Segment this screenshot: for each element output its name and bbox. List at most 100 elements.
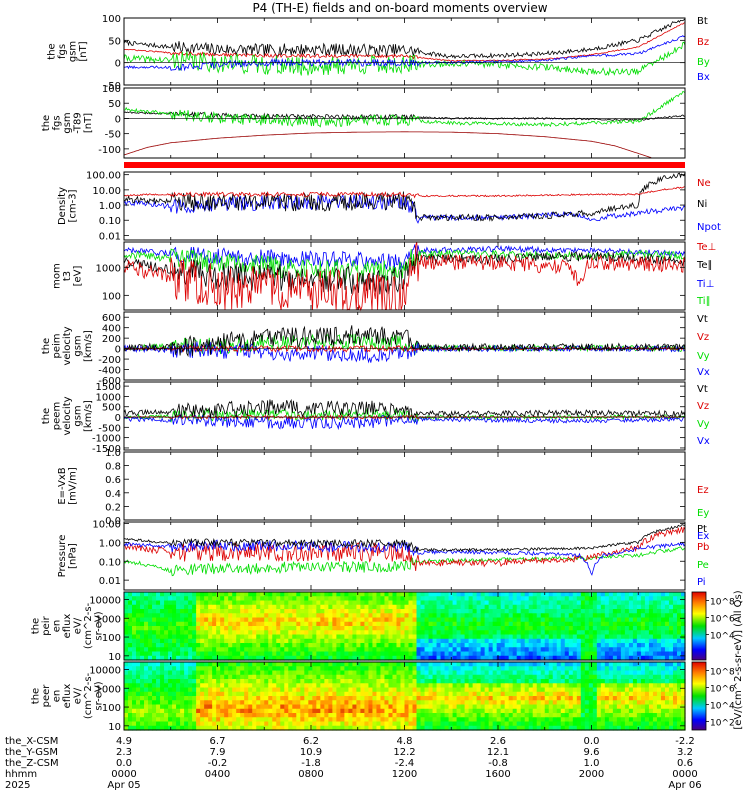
xtick-y_csm-6: 3.2 (677, 747, 693, 758)
xtick-x_csm-0: 4.9 (116, 736, 132, 747)
ylabel-fgs-1: fgs (57, 44, 68, 59)
panel-efield: 1.0 0.8 0.6 0.4 0.2 0.0 E=-VxB [mV/m] Ez Ey Ex (57, 448, 710, 542)
ytick-peer_eflux-3: 10 (108, 722, 121, 733)
ylabel-peir_eflux-2: en (52, 620, 63, 633)
ylabel-peer_eflux-2: en (52, 690, 63, 703)
legend-density-Ne: Ne (697, 178, 711, 189)
series-pressure-Pt (123, 524, 686, 554)
xtick-hhmm-2: 0800 (298, 769, 323, 780)
frame-efield (123, 451, 686, 521)
legend-fgs-By: By (697, 57, 710, 68)
legend-density-Npot: Npot (697, 222, 721, 233)
legend-density-Ni: Ni (697, 199, 707, 210)
colorbar-segment-1 (691, 661, 707, 731)
xtick-date-0: Apr 05 (107, 780, 140, 791)
xtick-z_csm-0: 0.0 (116, 758, 132, 769)
ylabel-moments_temp-1: t3 (62, 271, 73, 281)
ytick-peem_velocity-3: 0 (115, 413, 121, 424)
mode-bar (124, 162, 685, 168)
series-fgs-Bz (123, 22, 686, 62)
ytick-density-3: 0.10 (99, 216, 121, 227)
ylabel-peim_velocity-0: the (41, 338, 52, 354)
series-peim_velocity-Vt (123, 325, 686, 358)
ytick-pressure-3: 0.01 (99, 576, 121, 587)
ytick-peem_velocity-5: -1000 (92, 434, 121, 445)
ytick-peir_eflux-0: 10000 (89, 595, 121, 606)
ylabel-density-0: Density (57, 187, 68, 225)
series-peem_velocity-Vx (123, 413, 686, 431)
panel-moments_temp: 1000 100 mom t3 [eV] Te⊥ Te∥ Ti⊥ Ti∥ (52, 241, 716, 312)
legend-peem_velocity-Vy: Vy (697, 419, 710, 430)
ylabel-peim_velocity-3: gsm (73, 335, 84, 356)
ylabel-peer_eflux-3: eflux (62, 684, 73, 709)
ytick-efield-2: 0.6 (105, 475, 121, 486)
ylabel-fgs_dipole-3: -T89 (73, 112, 84, 134)
xaxis-row-label-1: the_Y-GSM (5, 747, 58, 758)
colorbar-tick-1-3: 10^2 (710, 719, 735, 729)
ytick-density-0: 100.00 (86, 171, 121, 182)
xtick-z_csm-2: -1.8 (301, 758, 321, 769)
ylabel-peem_velocity-3: gsm (73, 405, 84, 426)
ytick-efield-4: 0.2 (105, 502, 121, 513)
xtick-z_csm-1: -0.2 (208, 758, 228, 769)
legend-peem_velocity-Vz: Vz (697, 401, 709, 412)
xtick-x_csm-4: 2.6 (490, 736, 506, 747)
colorbar-label: [eV/(cm^2-s-sr-eV)] (All Qs) (733, 590, 744, 729)
xaxis-row-label-2: the_Z-CSM (5, 758, 59, 769)
xtick-z_csm-5: 1.0 (584, 758, 600, 769)
ylabel-peer_eflux-6: sr-eV) (94, 681, 105, 710)
legend-moments_temp-Te: Te∥ (696, 260, 713, 271)
legend-peem_velocity-Vx: Vx (697, 436, 710, 447)
ytick-density-2: 1.00 (99, 201, 121, 212)
ylabel-efield-1: [mV/m] (67, 467, 78, 505)
panel-peir_eflux: 10000 1000 100 10 the peir en eflux eV/(cm^2-s-s… (31, 591, 686, 663)
ytick-fgs_dipole-3: -50 (105, 130, 121, 141)
colorbar-segment-0 (691, 591, 707, 661)
legend-fgs-Bz: Bz (697, 37, 709, 48)
series-moments_temp-Te (123, 251, 686, 295)
ytick-pressure-0: 10.00 (92, 519, 121, 530)
xtick-x_csm-6: -2.2 (675, 736, 695, 747)
series-fgs-By (123, 41, 686, 77)
ylabel-peim_velocity-4: [km/s] (83, 330, 94, 362)
legend-fgs-Bt: Bt (697, 16, 708, 27)
ytick-peem_velocity-6: -1500 (92, 444, 121, 455)
xtick-y_csm-3: 12.2 (393, 747, 415, 758)
ylabel-peir_eflux-1: peir (41, 615, 52, 635)
peir_eflux-spectrogram (124, 592, 686, 661)
ylabel-fgs_dipole-4: [nT] (83, 113, 94, 133)
ylabel-peim_velocity-1: peim (52, 333, 63, 358)
ytick-peim_velocity-4: -200 (98, 355, 121, 366)
ytick-peim_velocity-2: 200 (102, 334, 121, 345)
xtick-y_csm-5: 9.6 (584, 747, 600, 758)
xtick-z_csm-4: -0.8 (488, 758, 508, 769)
ylabel-peer_eflux-4: eV/ (73, 687, 84, 704)
ytick-fgs_dipole-2: 0 (115, 114, 121, 125)
colorbar-tick-1-2: 10^4 (710, 702, 735, 712)
legend-pressure-Pt: Pt (697, 524, 707, 535)
colorbar-tick-1-1: 10^6 (710, 685, 735, 695)
ylabel-pressure-0: Pressure (57, 535, 68, 578)
ylabel-peem_velocity-2: velocity (62, 396, 73, 435)
ytick-efield-1: 0.8 (105, 462, 121, 473)
ytick-moments_temp-1: 100 (102, 291, 121, 302)
ylabel-fgs-2: gsm (67, 41, 78, 62)
xtick-x_csm-2: 6.2 (303, 736, 319, 747)
xtick-x_csm-5: 0.0 (584, 736, 600, 747)
ytick-peim_velocity-6: -600 (98, 376, 121, 387)
xtick-hhmm-3: 1200 (392, 769, 417, 780)
xaxis-row-label-3: hhmm (5, 769, 37, 780)
ylabel-peer_eflux-1: peer (41, 684, 52, 708)
ylabel-efield-0: E=-VxB (57, 467, 68, 504)
ylabel-peem_velocity-4: [km/s] (83, 400, 94, 432)
legend-pressure-Pi: Pi (697, 577, 706, 588)
ylabel-peim_velocity-2: velocity (62, 326, 73, 365)
ylabel-fgs-3: [nT] (78, 41, 89, 61)
ylabel-density-1: [cm-3] (67, 189, 78, 222)
ytick-peer_eflux-1: 1000 (96, 684, 121, 695)
ylabel-fgs_dipole-1: fgs (52, 115, 63, 130)
xaxis-row-label-0: the_X-CSM (5, 736, 58, 747)
chart-title: P4 (TH-E) fields and on-board moments ov… (252, 1, 547, 15)
